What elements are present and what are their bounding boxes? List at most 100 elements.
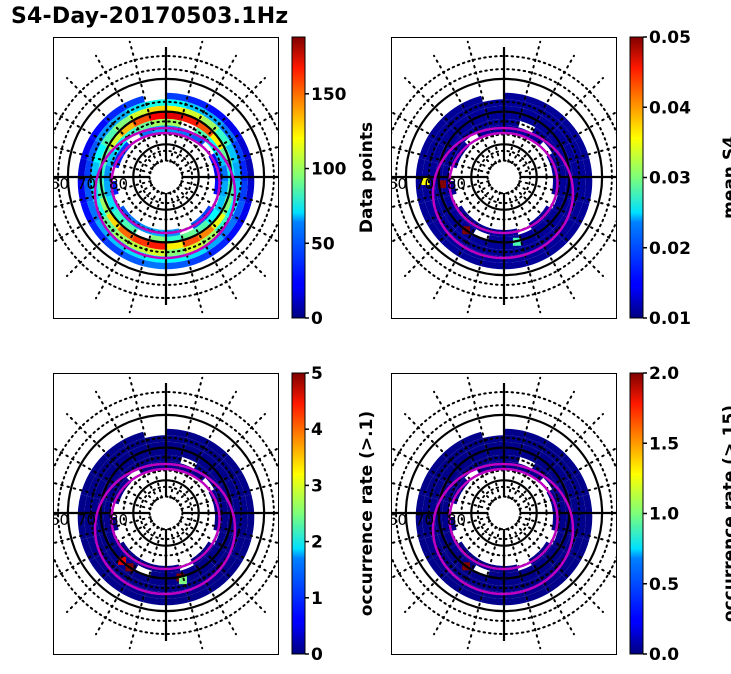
heatmap-bin bbox=[504, 595, 527, 606]
heatmap-bin bbox=[525, 431, 549, 447]
colorbar-gradient bbox=[291, 372, 306, 655]
heatmap-bin bbox=[121, 431, 145, 447]
heatmap-bin bbox=[238, 159, 248, 181]
grid-spoke-dotted bbox=[53, 520, 154, 580]
heatmap-bin bbox=[443, 531, 456, 549]
heatmap-bin bbox=[166, 92, 189, 103]
heatmap-bin bbox=[422, 517, 432, 539]
grid-spoke-dotted bbox=[404, 187, 494, 277]
heatmap-bin bbox=[206, 574, 229, 594]
heatmap-bin bbox=[418, 538, 434, 562]
grid-spoke-dotted bbox=[128, 191, 163, 314]
figure-title: S4-Day-20170503.1Hz bbox=[11, 4, 289, 29]
heatmap-bin bbox=[466, 108, 487, 122]
colorbar-tick-label: 5 bbox=[311, 364, 323, 384]
heatmap-bin bbox=[183, 108, 204, 122]
heatmap-bin bbox=[547, 468, 564, 486]
heatmap-bin bbox=[459, 431, 483, 447]
heatmap-bin bbox=[486, 448, 504, 457]
heatmap-bin bbox=[487, 118, 504, 128]
colorbar-gradient bbox=[291, 36, 306, 319]
colorbar-gradient bbox=[629, 36, 644, 319]
heatmap-bin bbox=[128, 240, 149, 254]
grid-spoke-dotted bbox=[169, 40, 204, 163]
grid-spoke-dotted bbox=[391, 516, 490, 545]
heatmap-bin bbox=[576, 159, 586, 181]
heatmap-bin bbox=[84, 181, 94, 203]
heatmap-bin bbox=[128, 444, 149, 458]
subplot-1: 60 70 80 0 50 100 150 Data points bbox=[50, 36, 377, 329]
heatmap-bin bbox=[103, 238, 126, 258]
grid-spoke-dotted bbox=[391, 481, 490, 510]
lat-label-80: 80 bbox=[109, 175, 128, 193]
heatmap-bin bbox=[547, 132, 564, 150]
lat-label-70: 70 bbox=[415, 511, 434, 529]
grid-spoke-dotted bbox=[128, 527, 163, 650]
grid-spoke-dotted bbox=[176, 523, 266, 613]
heatmap-bin bbox=[563, 479, 577, 500]
heatmap-bin bbox=[143, 259, 166, 270]
heatmap-bin bbox=[187, 251, 211, 267]
heatmap-bin bbox=[223, 454, 243, 477]
colorbar-tick-label: 0.02 bbox=[649, 239, 691, 259]
heatmap-bin bbox=[223, 557, 243, 580]
grid-spoke-dotted bbox=[518, 481, 616, 510]
heatmap-bin bbox=[561, 557, 581, 580]
heatmap-bin bbox=[425, 200, 439, 222]
grid-spoke-dotted bbox=[404, 413, 494, 503]
heatmap-bin bbox=[418, 202, 434, 226]
oval-poleward-boundary bbox=[448, 467, 559, 571]
colorbar-tick-label: 2.0 bbox=[649, 364, 679, 384]
heatmap-bin bbox=[103, 574, 126, 594]
colorbar-label: mean S4 bbox=[720, 136, 731, 219]
heatmap-bin bbox=[544, 574, 567, 594]
heatmap-bin bbox=[182, 114, 201, 128]
lat-label-80: 80 bbox=[109, 511, 128, 529]
heatmap-bin bbox=[93, 479, 107, 500]
lat-label-60: 60 bbox=[50, 175, 69, 193]
colorbar-tick-label: 150 bbox=[311, 85, 347, 105]
colorbar-label: occurrence rate (>.1) bbox=[357, 411, 377, 616]
lat-label-70: 70 bbox=[77, 175, 96, 193]
plot-area: 60 70 80 bbox=[391, 40, 616, 314]
plot-area: 60 70 80 bbox=[53, 376, 278, 650]
heatmap-bin bbox=[166, 259, 189, 270]
heatmap-bin bbox=[121, 95, 145, 111]
subplot-3: 60 70 80 0 1 2 3 4 5 occurrence rate (>.1) bbox=[53, 364, 377, 665]
heatmap-bin bbox=[525, 251, 549, 267]
heatmap-bin bbox=[148, 112, 166, 121]
heatmap-bin bbox=[89, 557, 109, 580]
grid-spoke-dotted bbox=[178, 184, 278, 243]
heatmap-bin bbox=[486, 112, 504, 121]
heatmap-bin bbox=[182, 450, 201, 464]
grid-spoke-dotted bbox=[511, 54, 575, 165]
heatmap-bin bbox=[504, 448, 522, 457]
oval-equatorward-boundary bbox=[93, 126, 237, 260]
highlight-bin bbox=[178, 576, 187, 585]
subplot-4: 60 70 80 0.0 0.5 1.0 1.5 2.0 occurrence rate (>.… bbox=[391, 364, 731, 665]
colorbar-label: Data points bbox=[357, 122, 377, 233]
heatmap-bin bbox=[80, 202, 96, 226]
heatmap-bin bbox=[427, 557, 447, 580]
colorbar: 0.01 0.02 0.03 0.04 0.05 mean S4 bbox=[629, 28, 731, 329]
grid-spoke-dotted bbox=[173, 390, 237, 501]
grid-spoke-dotted bbox=[66, 413, 156, 503]
heatmap-bin bbox=[582, 181, 593, 204]
grid-spoke-dotted bbox=[404, 523, 494, 613]
grid-spoke-dotted bbox=[518, 145, 616, 174]
colorbar: 0 1 2 3 4 5 occurrence rate (>.1) bbox=[291, 364, 377, 665]
grid-spoke-dotted bbox=[176, 77, 266, 167]
heatmap-bin bbox=[182, 234, 201, 248]
heatmap-bin bbox=[569, 200, 583, 222]
heatmap-bin bbox=[525, 587, 549, 603]
heatmap-bin bbox=[418, 472, 434, 496]
heatmap-bin bbox=[121, 587, 145, 603]
grid-spoke-dotted bbox=[95, 390, 159, 501]
heatmap-bin bbox=[576, 495, 586, 517]
grid-spoke-dotted bbox=[404, 77, 494, 167]
heatmap-bin bbox=[206, 104, 229, 124]
heatmap-bin bbox=[87, 476, 101, 498]
pole-hole bbox=[491, 500, 517, 526]
axes-frame bbox=[53, 373, 279, 655]
heatmap-bin bbox=[574, 538, 590, 562]
